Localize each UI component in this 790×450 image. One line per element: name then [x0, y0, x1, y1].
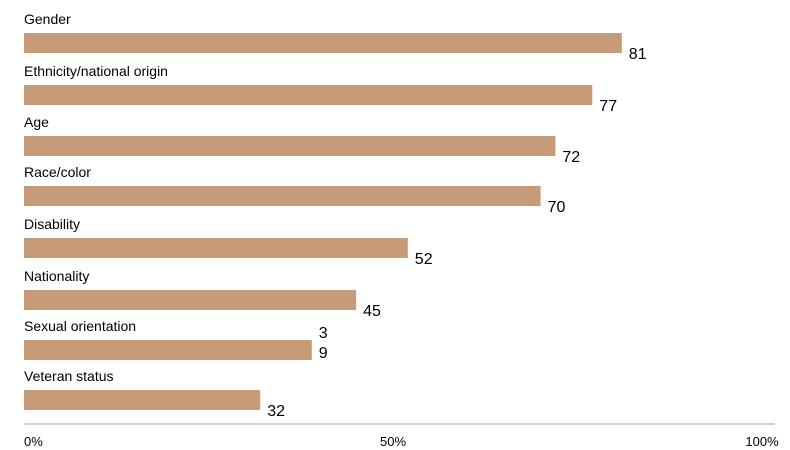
category-label: Veteran status [24, 368, 114, 384]
bar [24, 186, 541, 206]
value-label: 70 [548, 199, 566, 216]
category-label: Age [24, 114, 49, 130]
value-label: 32 [267, 403, 285, 420]
value-label: 77 [599, 98, 617, 115]
category-label: Nationality [24, 268, 89, 284]
x-tick-label: 0% [24, 434, 43, 449]
value-label: 52 [415, 251, 433, 268]
bar [24, 290, 357, 310]
bar [24, 340, 312, 360]
category-label: Gender [24, 11, 71, 27]
value-label: 81 [629, 46, 647, 63]
bar [24, 136, 556, 156]
value-label: 72 [562, 149, 580, 166]
category-label: Sexual orientation [24, 318, 136, 334]
x-tick-label: 100% [745, 434, 779, 449]
x-tick-label: 50% [380, 434, 406, 449]
category-label: Ethnicity/national origin [24, 63, 168, 79]
bar [24, 238, 408, 258]
category-label: Disability [24, 216, 80, 232]
bar [24, 33, 622, 53]
value-label: 45 [363, 303, 381, 320]
bar [24, 85, 593, 105]
bar [24, 390, 261, 410]
category-label: Race/color [24, 164, 91, 180]
